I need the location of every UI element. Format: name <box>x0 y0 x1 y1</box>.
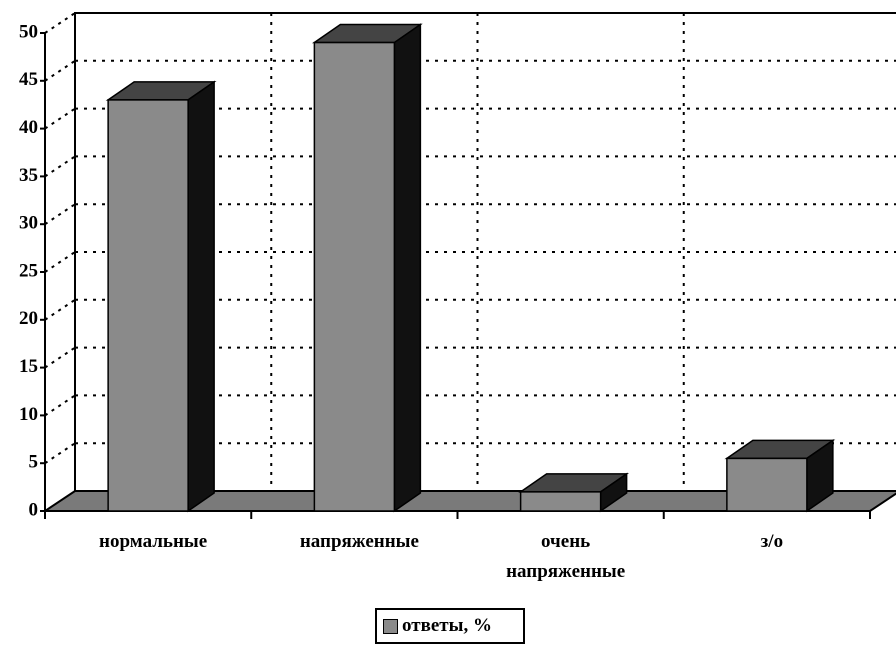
bar-side <box>393 23 422 513</box>
bar <box>107 99 189 512</box>
y-tick-label: 10 <box>19 404 38 425</box>
y-tick-label: 20 <box>19 308 38 329</box>
y-tick-label: 15 <box>19 356 38 377</box>
grid-line-side <box>44 251 76 273</box>
bar <box>726 457 808 512</box>
legend-swatch <box>383 618 398 634</box>
grid-line-side <box>44 442 76 465</box>
y-tick-label: 0 <box>29 499 39 520</box>
y-tick-label: 25 <box>19 260 38 281</box>
grid-line-side <box>44 203 76 226</box>
y-tick-label: 50 <box>19 21 38 42</box>
x-tick-label: з/о <box>760 531 784 552</box>
bar <box>519 491 602 512</box>
grid-line-side <box>44 12 76 34</box>
chart: 0 5 10 15 20 25 30 35 40 45 50 <box>19 12 896 520</box>
y-tick-label: 5 <box>29 452 39 473</box>
bar <box>313 41 396 512</box>
grid-line-side <box>44 394 76 417</box>
x-tick-label: очень напряженные <box>506 531 626 582</box>
x-tick-label: напряженные <box>299 531 419 552</box>
y-tick-label: 30 <box>19 213 38 234</box>
grid-line-side <box>44 155 76 178</box>
legend-label: ответы, % <box>402 615 492 636</box>
y-tick-label: 45 <box>19 69 38 90</box>
grid-line-side <box>44 298 76 321</box>
grid-line-side <box>44 59 76 82</box>
y-tick-label: 40 <box>19 117 38 138</box>
y-tick-label: 35 <box>19 165 38 186</box>
grid-line-side <box>44 346 76 369</box>
bar-side <box>187 80 215 513</box>
grid-line-side <box>44 107 76 130</box>
legend: ответы, % <box>375 608 525 644</box>
x-tick-label: нормальные <box>99 531 208 552</box>
